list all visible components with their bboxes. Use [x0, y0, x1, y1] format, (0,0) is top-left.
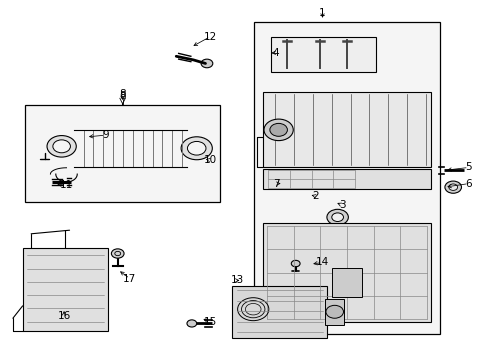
Circle shape — [181, 137, 212, 160]
Text: 12: 12 — [203, 32, 217, 41]
Text: 16: 16 — [58, 311, 71, 321]
Circle shape — [201, 59, 212, 68]
Circle shape — [186, 320, 196, 327]
Circle shape — [269, 123, 287, 136]
Circle shape — [444, 181, 461, 193]
Circle shape — [325, 305, 343, 318]
Bar — [263, 169, 430, 189]
Text: 11: 11 — [60, 180, 73, 190]
Text: 7: 7 — [272, 179, 279, 189]
Bar — [331, 269, 361, 297]
Circle shape — [47, 136, 76, 157]
Bar — [325, 299, 344, 325]
Text: 1: 1 — [319, 8, 325, 18]
Text: 3: 3 — [338, 200, 345, 210]
Text: 8: 8 — [119, 91, 125, 101]
Circle shape — [187, 141, 205, 155]
Text: 17: 17 — [123, 274, 136, 284]
Circle shape — [333, 229, 341, 234]
Text: 8: 8 — [119, 89, 125, 99]
Bar — [25, 105, 220, 202]
Circle shape — [329, 226, 345, 237]
Bar — [263, 93, 430, 167]
Text: 4: 4 — [272, 48, 279, 58]
Circle shape — [291, 260, 300, 267]
Bar — [254, 22, 439, 334]
Circle shape — [326, 209, 347, 225]
Circle shape — [53, 140, 70, 153]
Text: 5: 5 — [465, 162, 471, 172]
Circle shape — [448, 184, 457, 190]
Circle shape — [111, 249, 124, 258]
Text: 9: 9 — [102, 130, 109, 140]
Circle shape — [331, 213, 343, 221]
Bar — [263, 223, 430, 321]
Circle shape — [264, 119, 293, 141]
Bar — [271, 37, 375, 72]
Text: 14: 14 — [315, 257, 328, 267]
Text: 2: 2 — [311, 191, 318, 201]
Text: 10: 10 — [203, 155, 217, 165]
Text: 15: 15 — [203, 317, 217, 327]
Text: 6: 6 — [465, 179, 471, 189]
Bar — [22, 248, 108, 330]
Bar — [232, 286, 327, 338]
Text: 13: 13 — [230, 275, 244, 285]
